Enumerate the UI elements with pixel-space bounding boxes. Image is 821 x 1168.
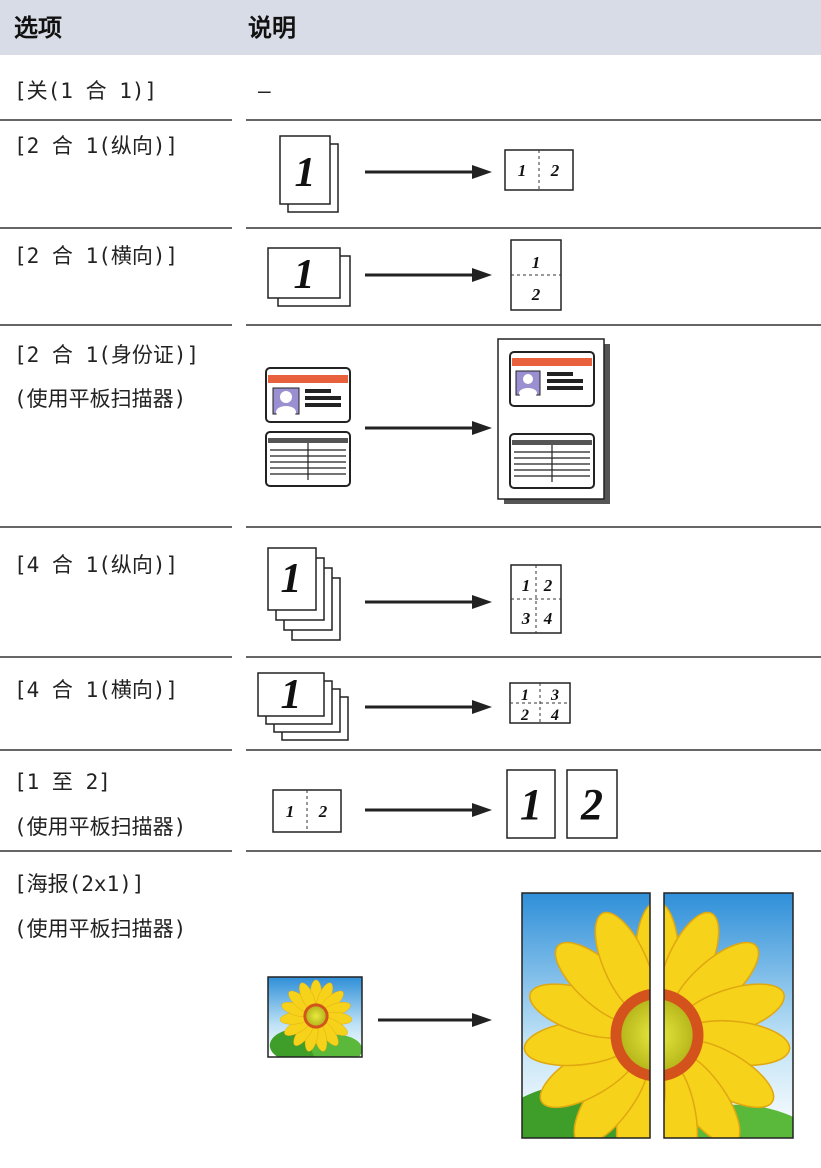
figure-4in1-landscape-shape <box>257 672 325 717</box>
option-text: [1 至 2] <box>14 770 111 794</box>
figure-4in1-portrait: 1 1 2 3 4 <box>267 547 562 641</box>
figure-poster <box>267 892 794 1139</box>
figure-1-to-2-shape <box>472 803 492 817</box>
figure-1-to-2-shape <box>566 769 618 839</box>
figure-4in1-landscape: 1 1 3 2 4 <box>257 672 571 741</box>
figure-label: 2 <box>318 802 328 821</box>
figure-2in1-landscape-shape <box>472 268 492 282</box>
figure-id-card-shape <box>523 374 533 384</box>
figure-id-card-shape <box>268 438 348 443</box>
figure-id-card-shape <box>305 403 341 407</box>
figure-label: 1 <box>286 802 295 821</box>
figure-poster-shape <box>268 977 362 1057</box>
figure-label: 1 <box>281 672 302 718</box>
figure-id-card-shape <box>512 358 592 366</box>
option-text: [4 合 1(横向)] <box>14 678 178 702</box>
option-text: [4 合 1(纵向)] <box>14 553 178 577</box>
option-text: (使用平板扫描器) <box>14 917 186 941</box>
figure-id-card-shape <box>305 396 341 400</box>
figure-2in1-landscape: 1 1 2 <box>267 239 562 311</box>
figure-id-card-shape <box>512 440 592 445</box>
figure-id-card-shape <box>547 379 583 383</box>
figure-4in1-portrait-shape <box>472 595 492 609</box>
figure-label: 1 <box>532 253 541 272</box>
separators <box>0 119 821 852</box>
figure-poster-shape <box>521 892 651 1139</box>
figure-poster-shape <box>663 892 794 1139</box>
figure-2in1-landscape-shape <box>267 247 341 299</box>
figure-id-card-shape <box>270 443 346 480</box>
figure-label: 1 <box>295 150 316 196</box>
header-option: 选项 <box>14 14 62 42</box>
figure-label: 1 <box>294 252 315 298</box>
figure-label: 4 <box>550 707 559 724</box>
figure-2in1-portrait-shape <box>279 135 331 205</box>
figure-label: 2 <box>550 161 560 180</box>
option-text: (使用平板扫描器) <box>14 815 186 839</box>
figure-id-card-shape <box>547 372 573 376</box>
figure-label: 2 <box>580 780 603 829</box>
figure-id-card-shape <box>547 386 583 390</box>
figure-id-card <box>265 338 610 504</box>
option-text: [2 合 1(纵向)] <box>14 134 178 158</box>
figure-poster-shape <box>267 976 363 1058</box>
option-text: [2 合 1(身份证)] <box>14 343 199 367</box>
figure-1-to-2-shape <box>506 769 556 839</box>
figure-label: 2 <box>520 707 529 724</box>
figure-id-card-shape <box>519 388 537 398</box>
figure-label: 1 <box>520 780 542 829</box>
figure-4in1-portrait-shape <box>267 547 317 611</box>
figure-id-card-shape <box>514 445 590 482</box>
figure-label: 3 <box>550 687 559 704</box>
header-description: 说明 <box>248 14 296 42</box>
header-bg <box>0 0 821 55</box>
figure-poster-shape <box>522 893 793 1138</box>
figure-label: 2 <box>531 285 541 304</box>
figure-label: 1 <box>518 161 527 180</box>
figure-label: 1 <box>522 576 531 595</box>
figure-label: 2 <box>543 576 553 595</box>
figure-4in1-landscape-shape <box>472 700 492 714</box>
option-text: [2 合 1(横向)] <box>14 244 178 268</box>
figure-id-card-shape <box>472 421 492 435</box>
figure-label: 1 <box>521 687 529 704</box>
figure-label: 1 <box>281 556 302 602</box>
figure-2in1-portrait: 1 1 2 <box>279 135 574 213</box>
figure-1-to-2: 1 2 1 2 <box>272 769 618 839</box>
option-text: [海报(2x1)] <box>14 872 145 896</box>
figure-id-card-shape <box>276 406 296 418</box>
figure-2in1-portrait-shape <box>472 165 492 179</box>
figure-id-card-shape <box>280 391 292 403</box>
figure-id-card-shape <box>268 375 348 383</box>
figure-label: 4 <box>543 609 553 628</box>
option-text: (使用平板扫描器) <box>14 387 186 411</box>
figure-id-card-shape <box>305 389 331 393</box>
figure-poster-shape <box>472 1013 492 1027</box>
description-text: – <box>258 79 271 103</box>
figure-label: 3 <box>521 609 531 628</box>
option-text: [关(1 合 1)] <box>14 79 157 103</box>
